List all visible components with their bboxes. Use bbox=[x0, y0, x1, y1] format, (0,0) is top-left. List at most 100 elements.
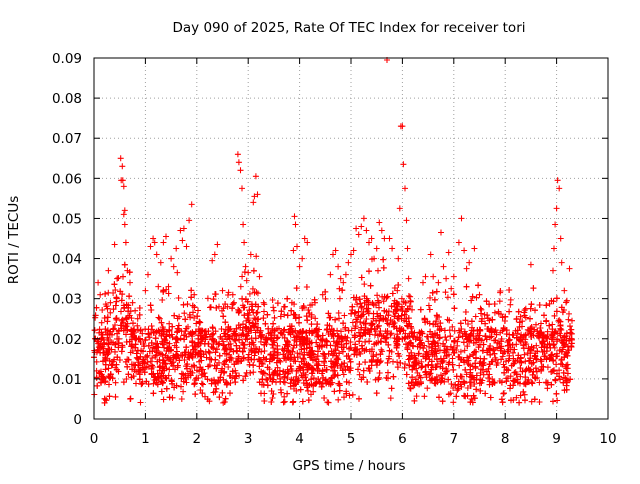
data-point bbox=[542, 353, 549, 360]
data-point bbox=[198, 353, 205, 360]
data-point bbox=[328, 333, 335, 339]
data-point bbox=[325, 380, 332, 387]
data-point bbox=[270, 320, 277, 327]
data-point bbox=[445, 391, 452, 398]
data-point bbox=[539, 349, 546, 355]
y-tick-label: 0.07 bbox=[52, 131, 82, 147]
data-point bbox=[136, 371, 143, 378]
data-point bbox=[267, 335, 274, 342]
data-point bbox=[403, 217, 410, 224]
data-point bbox=[260, 315, 267, 322]
data-point bbox=[554, 397, 561, 404]
data-point bbox=[399, 335, 406, 342]
data-point bbox=[134, 315, 141, 322]
data-point bbox=[496, 298, 503, 305]
data-point bbox=[230, 299, 237, 306]
data-point bbox=[254, 316, 261, 323]
data-point bbox=[221, 399, 228, 405]
data-point bbox=[530, 368, 537, 375]
data-point bbox=[160, 331, 167, 338]
data-point bbox=[527, 261, 534, 268]
data-point bbox=[112, 379, 119, 386]
data-point bbox=[519, 368, 526, 375]
data-point bbox=[249, 285, 256, 292]
data-point bbox=[356, 395, 362, 402]
data-point bbox=[429, 331, 435, 338]
data-point bbox=[227, 390, 233, 397]
data-point bbox=[548, 297, 555, 304]
data-point bbox=[393, 301, 400, 308]
data-point bbox=[135, 356, 142, 363]
data-point bbox=[436, 327, 443, 334]
data-point bbox=[314, 332, 321, 338]
data-point bbox=[435, 279, 442, 286]
data-point bbox=[181, 357, 188, 363]
data-point bbox=[336, 387, 343, 394]
data-point bbox=[554, 353, 561, 360]
data-point bbox=[267, 352, 274, 358]
data-point bbox=[267, 375, 274, 382]
data-point bbox=[387, 317, 394, 324]
data-point bbox=[147, 358, 154, 365]
data-point bbox=[426, 306, 433, 313]
data-point bbox=[384, 293, 391, 300]
data-point bbox=[352, 341, 359, 348]
data-point bbox=[204, 376, 211, 383]
data-point bbox=[451, 338, 458, 345]
data-point bbox=[306, 327, 313, 334]
data-point bbox=[287, 363, 294, 370]
data-point bbox=[550, 267, 556, 274]
data-point bbox=[433, 356, 440, 363]
data-point bbox=[197, 387, 204, 393]
data-point bbox=[162, 352, 169, 359]
data-point bbox=[518, 359, 525, 366]
data-point bbox=[220, 305, 227, 312]
data-point bbox=[121, 221, 128, 228]
data-point bbox=[154, 340, 161, 347]
data-point bbox=[288, 299, 295, 306]
data-point bbox=[556, 373, 563, 380]
data-point bbox=[403, 308, 410, 315]
data-point bbox=[269, 341, 276, 348]
data-point bbox=[417, 340, 424, 347]
data-point bbox=[377, 338, 384, 345]
data-point bbox=[453, 373, 460, 380]
data-point bbox=[380, 264, 387, 271]
data-point bbox=[102, 355, 109, 362]
data-point bbox=[105, 365, 112, 372]
data-point bbox=[191, 346, 198, 353]
data-point bbox=[389, 245, 396, 252]
data-point bbox=[166, 340, 173, 347]
data-point bbox=[347, 365, 354, 372]
data-point bbox=[195, 375, 202, 381]
data-point bbox=[361, 281, 368, 288]
data-point bbox=[160, 288, 167, 295]
data-point bbox=[221, 342, 227, 349]
data-point bbox=[204, 295, 211, 302]
data-point bbox=[544, 385, 551, 392]
data-point bbox=[409, 306, 415, 313]
data-point bbox=[132, 362, 139, 369]
data-point bbox=[429, 289, 436, 296]
data-point bbox=[433, 373, 440, 380]
data-point bbox=[173, 245, 180, 252]
data-point bbox=[405, 315, 412, 322]
data-point bbox=[278, 389, 285, 396]
data-point bbox=[240, 377, 247, 384]
data-point bbox=[332, 371, 339, 378]
y-tick-label: 0.02 bbox=[52, 332, 82, 348]
data-point bbox=[478, 379, 485, 386]
data-point bbox=[281, 311, 288, 318]
data-point bbox=[174, 362, 181, 369]
data-point bbox=[398, 312, 405, 319]
data-point bbox=[564, 370, 571, 377]
data-point bbox=[305, 307, 312, 313]
data-point bbox=[183, 243, 190, 250]
data-point bbox=[182, 316, 189, 323]
data-point bbox=[445, 249, 452, 256]
data-point bbox=[298, 358, 305, 365]
data-point bbox=[332, 247, 339, 254]
data-point bbox=[322, 295, 329, 302]
data-point bbox=[448, 285, 455, 292]
data-point bbox=[219, 389, 226, 396]
